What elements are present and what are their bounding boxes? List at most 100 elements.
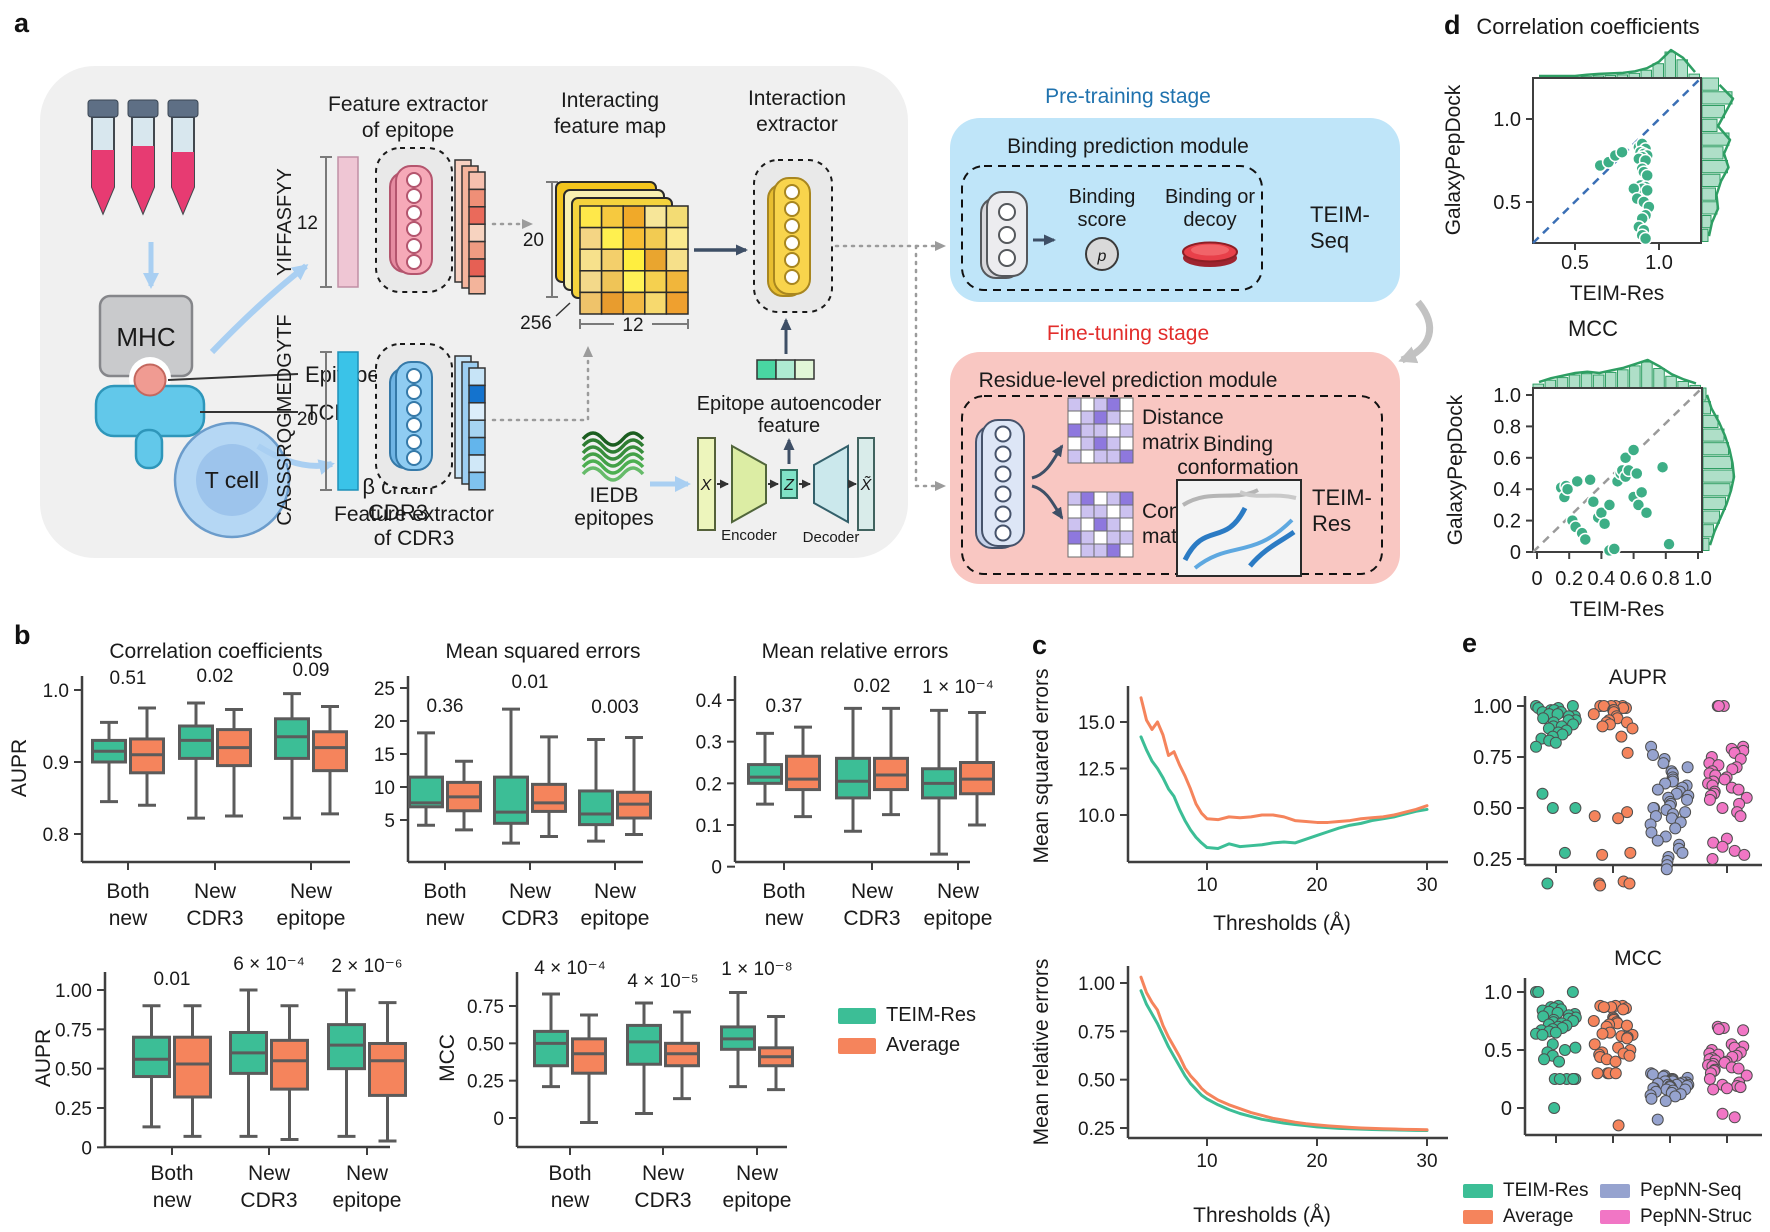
- svg-text:0.5: 0.5: [1484, 1040, 1512, 1062]
- svg-text:New: New: [851, 880, 894, 903]
- svg-text:Both: Both: [762, 880, 805, 903]
- svg-text:TEIM-Res: TEIM-Res: [1570, 282, 1665, 305]
- fe-cdr3-title-2: of CDR3: [374, 527, 455, 550]
- svg-text:Thresholds (Å): Thresholds (Å): [1193, 1204, 1331, 1227]
- svg-text:CDR3: CDR3: [843, 907, 900, 930]
- svg-text:20: 20: [374, 712, 395, 733]
- svg-text:0.4: 0.4: [1493, 479, 1521, 501]
- svg-text:GalaxyPepDock: GalaxyPepDock: [1442, 84, 1465, 235]
- svg-text:MCC: MCC: [1568, 316, 1618, 341]
- binding-conformation-image: [1176, 479, 1302, 577]
- svg-text:0.8: 0.8: [43, 825, 69, 846]
- autoencoder-feature-label-1: Epitope autoencoder: [697, 393, 882, 415]
- autoencoder-feature-label-2: feature: [758, 415, 820, 437]
- svg-text:0.51: 0.51: [110, 668, 147, 689]
- epitope-sequence: YIFFASFYY: [274, 168, 296, 276]
- cdr3-sequence: CASSSRQGMEDGYTF: [274, 314, 296, 525]
- svg-text:0.8: 0.8: [1493, 416, 1521, 438]
- svg-text:0.2: 0.2: [1493, 511, 1521, 533]
- svg-text:0: 0: [1531, 568, 1542, 590]
- feature-map-title-1: Interacting: [561, 89, 659, 112]
- svg-text:New: New: [248, 1162, 291, 1185]
- iedb-label-2: epitopes: [574, 507, 653, 530]
- feature-map-stack: [555, 181, 689, 315]
- map-depth-label: 256: [520, 313, 552, 334]
- svg-text:0: 0: [81, 1138, 92, 1159]
- fe-epitope-title-1: Feature extractor: [328, 93, 488, 116]
- svg-text:0.6: 0.6: [1493, 448, 1521, 470]
- svg-text:TEIM-Res: TEIM-Res: [1570, 598, 1665, 621]
- residue-module-dashed: [961, 395, 1383, 575]
- arrow-to-distance: [1031, 444, 1064, 480]
- legend-swatch-teal: [1463, 1184, 1493, 1198]
- panel-label-c: c: [1032, 630, 1048, 660]
- map-depth-tick: [555, 302, 571, 317]
- svg-text:0.8: 0.8: [1652, 568, 1680, 590]
- map-cols-label: 12: [622, 315, 643, 336]
- svg-text:10: 10: [374, 778, 395, 799]
- map-cols-bracket: [579, 319, 689, 329]
- svg-text:15.0: 15.0: [1078, 713, 1115, 734]
- svg-text:CDR3: CDR3: [634, 1189, 691, 1212]
- legend-swatch-orange: [1463, 1210, 1493, 1224]
- legend-b-teim-res: TEIM-Res: [838, 1004, 976, 1027]
- legend-swatch-pepnn-struc: [1600, 1210, 1630, 1224]
- svg-text:epitope: epitope: [723, 1189, 792, 1212]
- svg-text:new: new: [765, 907, 804, 930]
- interaction-extractor-module: [753, 159, 833, 313]
- svg-text:0.4: 0.4: [1587, 568, 1615, 590]
- decoy-dish-icon: [1182, 241, 1238, 267]
- svg-text:0.01: 0.01: [154, 969, 191, 990]
- svg-text:Mean squared errors: Mean squared errors: [446, 640, 641, 663]
- cdr3-feature-bars: [454, 355, 486, 491]
- iedb-waves-icon: [581, 431, 645, 482]
- chart-c2: Mean relative errors Thresholds (Å) 1.00 0.…: [1030, 959, 1448, 1227]
- fe-cdr3-title-1: Feature extractor: [334, 503, 494, 526]
- svg-text:15: 15: [374, 745, 395, 766]
- epitope-feature-bars: [454, 159, 486, 295]
- svg-text:New: New: [642, 1162, 685, 1185]
- cdr3-dim-label: 20: [297, 409, 318, 430]
- arrow-to-epitope-seq: [209, 263, 309, 355]
- svg-text:0: 0: [1510, 542, 1521, 564]
- svg-text:CDR3: CDR3: [240, 1189, 297, 1212]
- legend-label: Average: [886, 1034, 961, 1056]
- svg-text:1.00: 1.00: [55, 981, 92, 1002]
- decoy-label-2: decoy: [1183, 209, 1236, 231]
- svg-text:0.50: 0.50: [1078, 1071, 1115, 1092]
- distance-matrix-grid: [1067, 397, 1134, 464]
- teim-seq-label-2: Seq: [1310, 228, 1349, 253]
- svg-text:10.0: 10.0: [1078, 806, 1115, 827]
- legend-label: Average: [1503, 1206, 1574, 1227]
- svg-text:Both: Both: [150, 1162, 193, 1185]
- x-recon-label: X̃: [860, 474, 873, 494]
- finetuning-stage-label: Fine-tuning stage: [1047, 322, 1209, 345]
- map-rows-label: 20: [523, 230, 544, 251]
- svg-text:1 × 10⁻⁴: 1 × 10⁻⁴: [922, 677, 994, 698]
- epitope-dim-bracket: [320, 156, 332, 288]
- svg-text:20: 20: [1306, 1151, 1327, 1172]
- svg-text:new: new: [426, 907, 465, 930]
- svg-text:new: new: [153, 1189, 192, 1212]
- mhc-label: MHC: [116, 322, 175, 352]
- pretraining-stage-label: Pre-training stage: [1045, 85, 1211, 108]
- chart-b3: Mean relative errors 0.4 0.3 0.2 0.1 0 Both new…: [696, 640, 995, 930]
- svg-text:0.6: 0.6: [1620, 568, 1648, 590]
- arrow-to-contact: [1031, 484, 1064, 520]
- svg-text:0.75: 0.75: [1078, 1022, 1115, 1043]
- chart-d1: Correlation coefficients GalaxyPepDock TEI…: [1442, 14, 1735, 305]
- binding-module-dashed: [961, 165, 1263, 291]
- svg-text:0: 0: [711, 858, 722, 879]
- x-input-label: X: [700, 477, 713, 494]
- tcr-stem: [134, 428, 164, 470]
- svg-text:New: New: [594, 880, 637, 903]
- svg-text:0.25: 0.25: [55, 1099, 92, 1120]
- t-cell-label: T cell: [205, 467, 260, 493]
- svg-text:Correlation coefficients: Correlation coefficients: [1476, 14, 1699, 39]
- svg-text:1.00: 1.00: [1473, 696, 1512, 718]
- encoder-label: Encoder: [721, 527, 777, 544]
- epitope-onehot-bar: [337, 156, 359, 288]
- svg-text:0.25: 0.25: [467, 1072, 504, 1093]
- pretraining-box: [950, 118, 1400, 302]
